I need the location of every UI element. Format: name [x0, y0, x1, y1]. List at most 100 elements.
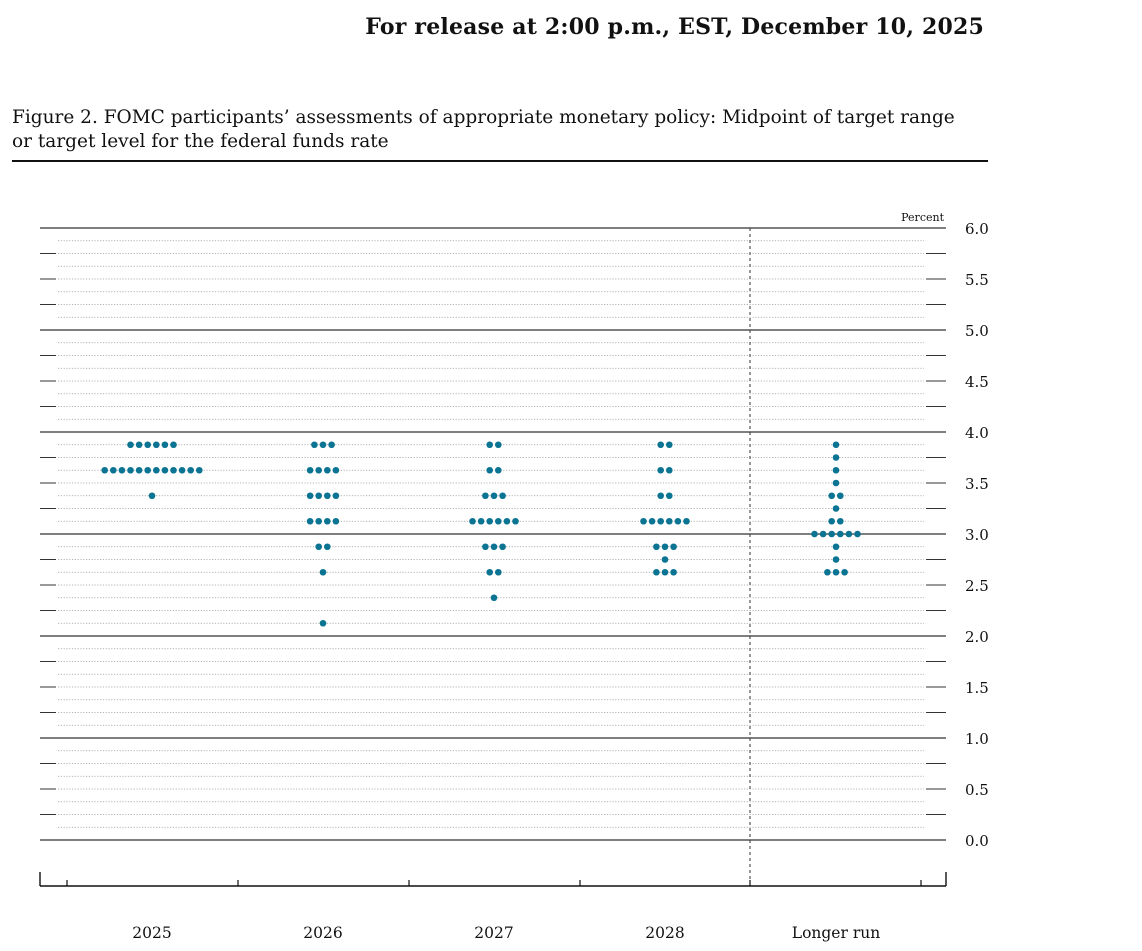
- projection-dot: [824, 568, 831, 576]
- projection-dot: [161, 441, 169, 449]
- projection-dot: [153, 466, 160, 474]
- projection-dot: [319, 568, 327, 576]
- projection-dot: [135, 466, 143, 474]
- projection-dot: [306, 492, 314, 500]
- projection-dot: [324, 492, 331, 500]
- y-tick-label: 3.5: [965, 475, 989, 493]
- projection-dot: [503, 517, 511, 525]
- projection-dot: [832, 505, 840, 512]
- y-tick-label: 0.5: [965, 781, 989, 799]
- projection-dot: [315, 466, 323, 474]
- projection-dot: [811, 530, 818, 538]
- projection-dot: [499, 492, 506, 500]
- projection-dot: [477, 517, 485, 525]
- projection-dot: [661, 556, 669, 563]
- y-tick-label: 1.0: [965, 730, 989, 748]
- projection-dot: [512, 517, 519, 525]
- projection-dot: [315, 492, 323, 500]
- axis-layer: 6.0 5.5 5.0 4.5 4.0 3.5 3.0 2.5 2.0 1.5 1.0 0.5 0.0 2…: [39, 220, 989, 942]
- projection-dot: [328, 441, 335, 449]
- x-tick-label: 2026: [303, 924, 342, 942]
- y-tick-label: 2.5: [965, 577, 989, 595]
- projection-dot: [144, 466, 151, 474]
- projection-dot: [666, 466, 673, 474]
- title-rule: [12, 160, 988, 162]
- projection-dot: [819, 530, 827, 538]
- projection-dot: [828, 517, 835, 525]
- projection-dot: [196, 466, 203, 474]
- projection-dot: [101, 466, 108, 474]
- projection-dot: [495, 517, 502, 525]
- y-tick-label: 0.0: [965, 832, 989, 850]
- x-tick-label: 2028: [645, 924, 684, 942]
- x-tick-label: 2025: [132, 924, 171, 942]
- projection-dot: [828, 492, 835, 500]
- projection-dot: [495, 466, 502, 474]
- figure-title-line-2: or target level for the federal funds ra…: [12, 131, 389, 152]
- projection-dot: [657, 492, 664, 500]
- y-tick-label: 6.0: [965, 220, 989, 238]
- y-tick-label: 2.0: [965, 628, 989, 646]
- projection-dot: [153, 441, 160, 449]
- projection-dot: [332, 466, 340, 474]
- projection-dot: [178, 466, 186, 474]
- projection-dot: [674, 517, 682, 525]
- projection-dot: [640, 517, 647, 525]
- projection-dot: [495, 568, 502, 576]
- projection-dot: [653, 543, 660, 551]
- y-tick-label: 1.5: [965, 679, 989, 697]
- projection-dot: [482, 492, 489, 500]
- dots-layer: [101, 441, 861, 627]
- projection-dot: [661, 543, 669, 551]
- projection-dot: [482, 543, 489, 551]
- projection-dot: [135, 441, 143, 449]
- y-tick-label: 5.0: [965, 322, 989, 340]
- projection-dot: [832, 479, 840, 487]
- projection-dot: [828, 530, 835, 538]
- projection-dot: [832, 466, 840, 474]
- projection-dot: [832, 556, 840, 563]
- projection-dot: [311, 441, 318, 449]
- projection-dot: [486, 441, 494, 449]
- projection-dot: [837, 517, 844, 525]
- y-tick-label: 3.0: [965, 526, 989, 544]
- projection-dot: [670, 568, 677, 576]
- projection-dot: [332, 517, 340, 525]
- projection-dot: [319, 441, 327, 449]
- projection-dot: [499, 543, 506, 551]
- projection-dot: [648, 517, 656, 525]
- projection-dot: [490, 492, 498, 500]
- projection-dot: [670, 543, 677, 551]
- projection-dot: [657, 441, 664, 449]
- y-tick-label: 4.5: [965, 373, 989, 391]
- y-axis-label: Percent: [901, 211, 944, 224]
- projection-dot: [837, 492, 844, 500]
- release-notice: For release at 2:00 p.m., EST, December …: [365, 14, 984, 40]
- projection-dot: [666, 492, 673, 500]
- projection-dot: [170, 441, 177, 449]
- projection-dot: [486, 466, 494, 474]
- projection-dot: [841, 568, 848, 576]
- projection-dot: [332, 492, 340, 500]
- projection-dot: [657, 517, 664, 525]
- projection-dot: [306, 466, 314, 474]
- projection-dot: [666, 517, 673, 525]
- projection-dot: [315, 517, 323, 525]
- y-tick-label: 5.5: [965, 271, 989, 289]
- projection-dot: [832, 543, 840, 551]
- projection-dot: [306, 517, 314, 525]
- projection-dot: [666, 441, 673, 449]
- x-tick-label: Longer run: [792, 924, 880, 942]
- projection-dot: [657, 466, 664, 474]
- projection-dot: [144, 441, 151, 449]
- projection-dot: [486, 517, 494, 525]
- projection-dot: [118, 466, 126, 474]
- projection-dot: [661, 568, 669, 576]
- projection-dot: [832, 441, 840, 449]
- projection-dot: [832, 568, 840, 576]
- projection-dot: [854, 530, 861, 538]
- projection-dot: [148, 492, 156, 500]
- projection-dot: [315, 543, 323, 551]
- projection-dot: [324, 466, 331, 474]
